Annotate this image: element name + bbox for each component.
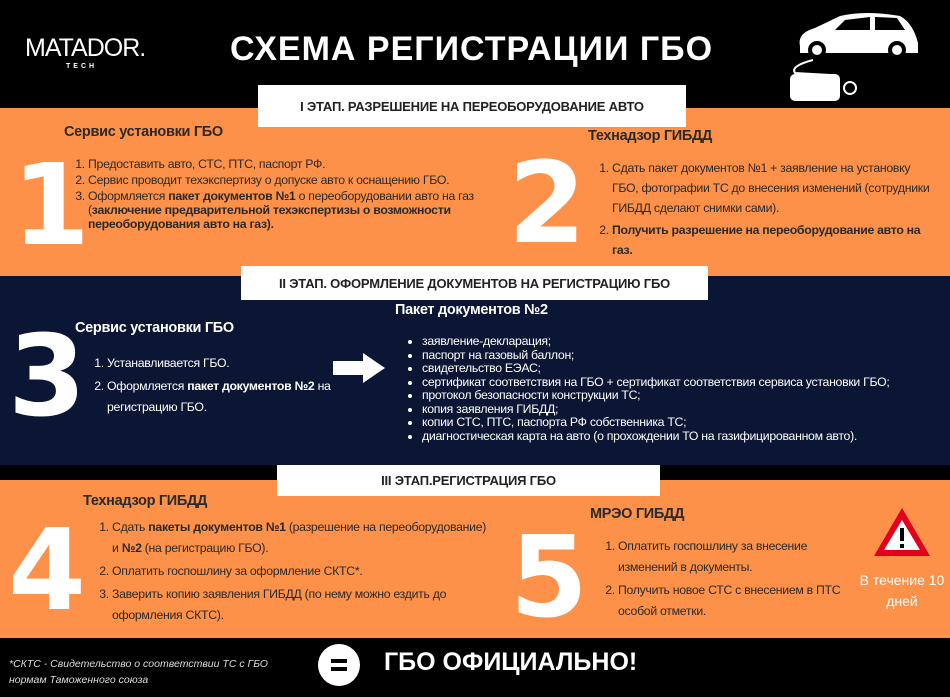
list-item: Предоставить авто, СТС, ПТС, паспорт РФ. <box>88 157 513 171</box>
package-title: Пакет документов №2 <box>395 302 548 318</box>
step2-title: Технадзор ГИБДД <box>588 128 713 144</box>
list-item: Оформляется пакет документов №2 на регис… <box>107 376 337 418</box>
logo: MATADOR. <box>25 34 146 62</box>
warning-text: В течение 10 дней <box>859 572 945 609</box>
warning-icon <box>874 508 930 556</box>
footnote: *СКТС - Свидетельство о соответствии ТС … <box>9 658 268 686</box>
stage1-banner: I ЭТАП. РАЗРЕШЕНИЕ НА ПЕРЕОБОРУДОВАНИЕ А… <box>258 85 686 127</box>
page-title: СХЕМА РЕГИСТРАЦИИ ГБО <box>230 30 714 68</box>
package-list: заявление-декларация; паспорт на газовый… <box>408 334 943 444</box>
list-item: Устанавливается ГБО. <box>107 353 337 374</box>
equals-icon <box>318 644 360 686</box>
stage2-banner: II ЭТАП. ОФОРМЛЕНИЕ ДОКУМЕНТОВ НА РЕГИСТ… <box>241 266 708 300</box>
step-number: 3 <box>8 312 86 442</box>
step3-title: Сервис установки ГБО <box>75 320 234 336</box>
list-item: Заверить копию заявления ГИБДД (по нему … <box>112 584 487 626</box>
list-item: паспорт на газовый баллон; <box>422 348 943 363</box>
stage3-section: 4 Технадзор ГИБДД Сдать пакеты документо… <box>0 480 950 638</box>
list-item: копия заявления ГИБДД; <box>422 402 943 417</box>
list-item: Оплатить госпошлину за внесение изменени… <box>618 536 848 578</box>
list-item: Получить разрешение на переоборудование … <box>612 220 937 260</box>
list-item: сертификат соответствия на ГБО + сертифи… <box>422 375 943 390</box>
step-number: 1 <box>12 141 90 271</box>
list-item: Получить новое СТС с внесением в ПТС осо… <box>618 580 848 622</box>
logo-sub: TECH <box>66 63 98 70</box>
footer: *СКТС - Свидетельство о соответствии ТС … <box>0 638 950 697</box>
step-number: 5 <box>510 513 588 643</box>
result-text: ГБО ОФИЦИАЛЬНО! <box>384 648 638 676</box>
list-item: Сервис проводит техэкспертизу о допуске … <box>88 173 513 187</box>
step5-title: МРЭО ГИБДД <box>590 506 685 522</box>
list-item: диагностическая карта на авто (о прохожд… <box>422 429 943 444</box>
list-item: заявление-декларация; <box>422 334 943 349</box>
car-gas-tank-icon <box>790 13 918 101</box>
step-number: 4 <box>8 506 86 636</box>
step4-title: Технадзор ГИБДД <box>83 493 208 509</box>
step-number: 2 <box>508 139 586 269</box>
list-item: копии СТС, ПТС, паспорта РФ собственника… <box>422 415 943 430</box>
list-item: Сдать пакет документов №1 + заявление на… <box>612 158 937 218</box>
stage3-banner: III ЭТАП.РЕГИСТРАЦИЯ ГБО <box>277 465 660 496</box>
list-item: свидетельство ЕЭАС; <box>422 361 943 376</box>
list-item: Оплатить госпошлину за оформление СКТС*. <box>112 561 487 582</box>
step1-title: Сервис установки ГБО <box>64 124 223 140</box>
stage2-section: 3 Сервис установки ГБО Устанавливается Г… <box>0 276 950 465</box>
arrow-right-icon <box>333 353 385 383</box>
list-item: Оформляется пакет документов №1 о переоб… <box>88 189 513 231</box>
stage1-section: 1 Сервис установки ГБО Предоставить авто… <box>0 108 950 276</box>
list-item: Сдать пакеты документов №1 (разрешение н… <box>112 517 487 559</box>
list-item: протокол безопасности конструкции ТС; <box>422 388 943 403</box>
